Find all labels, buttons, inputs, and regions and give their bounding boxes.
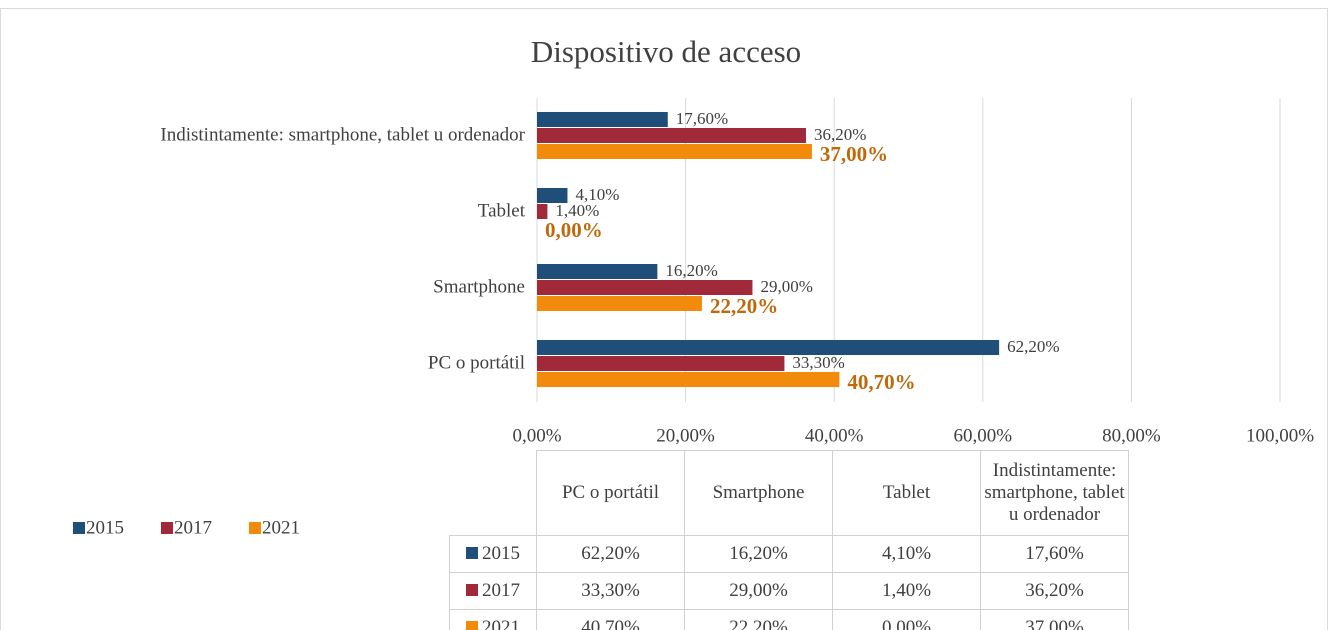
- table-header-cell: PC o portátil: [536, 450, 685, 536]
- table-cell: 40,70%: [536, 609, 685, 630]
- table-swatch: [466, 621, 478, 630]
- table-cell: 1,40%: [832, 572, 981, 610]
- table-series-name: 2017: [482, 580, 520, 601]
- bar: [537, 372, 840, 387]
- data-label: 29,00%: [760, 277, 812, 296]
- data-label: 36,20%: [814, 125, 866, 144]
- data-label: 16,20%: [665, 261, 717, 280]
- data-table: PC o portátil Smartphone Tablet Indistintam…: [449, 450, 1129, 630]
- table-swatch: [466, 547, 478, 559]
- chart-title: Dispositivo de acceso: [531, 34, 801, 69]
- table-cell: 37,00%: [980, 609, 1129, 630]
- bar: [537, 296, 702, 311]
- bar: [537, 356, 785, 371]
- table-cell: 4,10%: [832, 535, 981, 573]
- data-label: 1,40%: [555, 201, 599, 220]
- table-row: 2015 62,20% 16,20% 4,10% 17,60%: [449, 535, 1129, 573]
- table-series-name: 2015: [482, 543, 520, 564]
- x-tick-label: 100,00%: [1246, 425, 1314, 446]
- y-tick-label: PC o portátil: [428, 352, 525, 373]
- table-cell: 0,00%: [832, 609, 981, 630]
- bar: [537, 128, 806, 143]
- data-label: 33,30%: [792, 353, 844, 372]
- table-cell: 16,20%: [684, 535, 833, 573]
- table-header-cell: Indistintamente: smartphone, tablet u or…: [980, 450, 1129, 536]
- table-header-cell: Tablet: [832, 450, 981, 536]
- data-label: 17,60%: [676, 109, 728, 128]
- data-label: 22,20%: [710, 294, 778, 318]
- table-cell: 17,60%: [980, 535, 1129, 573]
- legend-label: 2021: [262, 517, 300, 538]
- table-header-row: PC o portátil Smartphone Tablet Indistintam…: [450, 450, 1129, 536]
- y-tick-label: Tablet: [478, 200, 526, 221]
- bar: [537, 204, 548, 219]
- legend-label: 2015: [86, 517, 124, 538]
- table-header-cell: Smartphone: [684, 450, 833, 536]
- bar: [537, 280, 753, 295]
- table-row: 2017 33,30% 29,00% 1,40% 36,20%: [449, 572, 1129, 610]
- y-tick-label: Indistintamente: smartphone, tablet u or…: [160, 124, 525, 145]
- x-tick-label: 20,00%: [656, 425, 715, 446]
- bar: [537, 264, 658, 279]
- legend-swatch: [73, 522, 85, 534]
- y-tick-label: Smartphone: [433, 276, 525, 297]
- data-label: 0,00%: [545, 218, 603, 242]
- data-label: 37,00%: [820, 142, 888, 166]
- bar: [537, 144, 812, 159]
- legend-swatch: [249, 522, 261, 534]
- data-label: 62,20%: [1007, 337, 1059, 356]
- legend-swatch: [161, 522, 173, 534]
- bar: [537, 112, 668, 127]
- table-cell: 22,20%: [684, 609, 833, 630]
- table-row: 2021 40,70% 22,20% 0,00% 37,00%: [449, 609, 1129, 630]
- x-tick-label: 40,00%: [805, 425, 864, 446]
- table-row-header: 2017: [449, 572, 537, 610]
- table-row-header: 2015: [449, 535, 537, 573]
- table-series-name: 2021: [482, 617, 520, 630]
- table-corner: [450, 451, 537, 536]
- table-cell: 33,30%: [536, 572, 685, 610]
- bar: [537, 340, 1000, 355]
- table-cell: 36,20%: [980, 572, 1129, 610]
- data-label: 4,10%: [575, 185, 619, 204]
- table-cell: 29,00%: [684, 572, 833, 610]
- bar: [537, 188, 568, 203]
- x-tick-label: 60,00%: [954, 425, 1013, 446]
- table-cell: 62,20%: [536, 535, 685, 573]
- data-label: 40,70%: [847, 370, 915, 394]
- table-row-header: 2021: [449, 609, 537, 630]
- x-tick-label: 0,00%: [512, 425, 561, 446]
- chart-border: [0, 8, 1328, 630]
- table-swatch: [466, 584, 478, 596]
- x-tick-label: 80,00%: [1102, 425, 1161, 446]
- legend-label: 2017: [174, 517, 212, 538]
